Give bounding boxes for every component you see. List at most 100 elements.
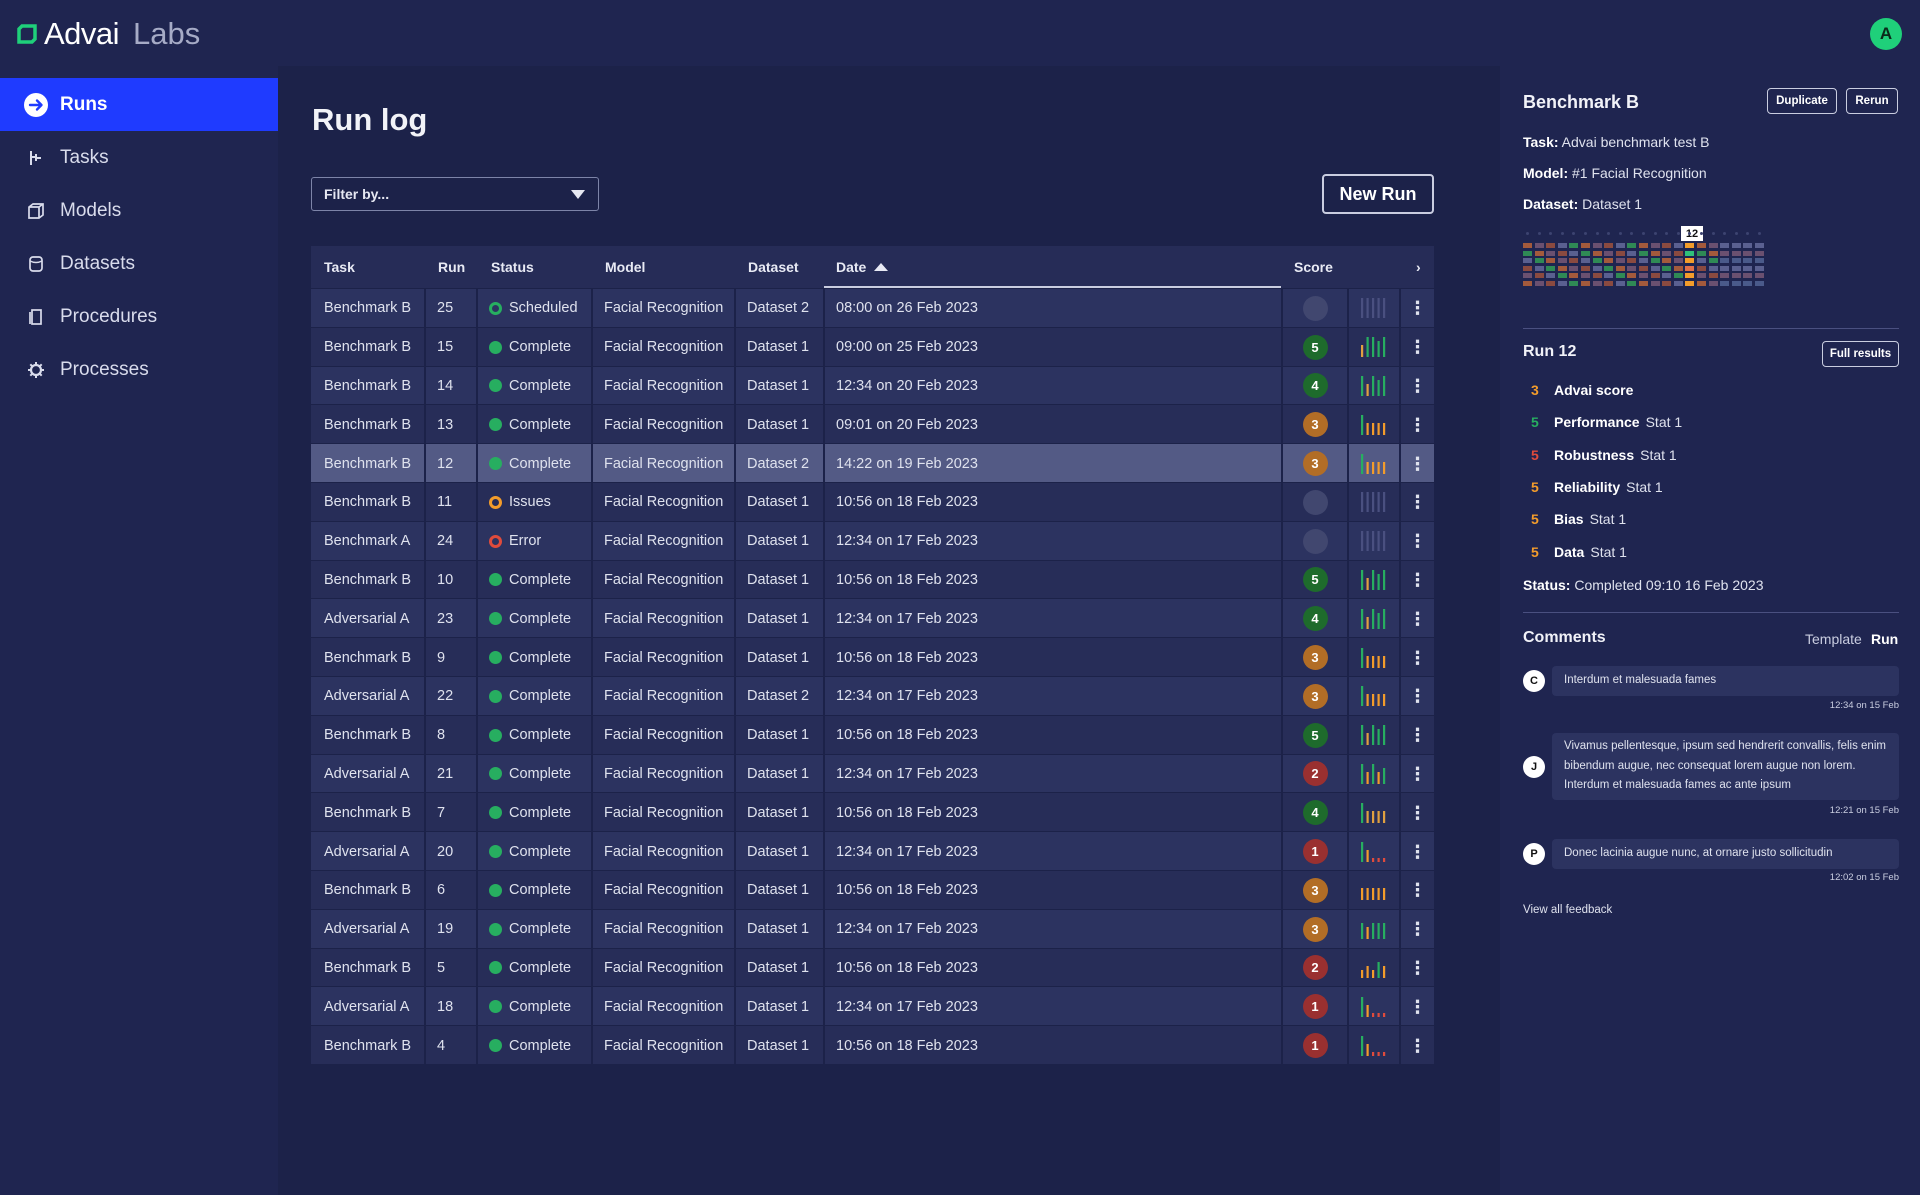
heatmap-cell[interactable]: [1720, 265, 1730, 271]
heatmap-cell[interactable]: [1743, 273, 1753, 278]
heatmap-cell[interactable]: [1685, 243, 1695, 248]
heatmap-cell[interactable]: [1662, 273, 1672, 278]
sidebar-item-procedures[interactable]: Procedures: [0, 290, 278, 343]
heatmap-cell[interactable]: [1720, 280, 1730, 286]
column-header-score[interactable]: Score: [1294, 259, 1333, 275]
heatmap-cell[interactable]: [1592, 258, 1602, 263]
heatmap-cell[interactable]: [1639, 280, 1648, 286]
heatmap-cell[interactable]: [1523, 250, 1532, 256]
heatmap-cell[interactable]: [1639, 265, 1648, 271]
table-row[interactable]: Adversarial A 18 Complete Facial Recognitio…: [311, 986, 1434, 1027]
table-row[interactable]: Benchmark B 4 Complete Facial Recognition Da…: [311, 1025, 1434, 1065]
heatmap-cell[interactable]: [1708, 265, 1718, 271]
more-options-icon[interactable]: ⋮: [1408, 298, 1427, 319]
heatmap-cell[interactable]: [1546, 280, 1556, 286]
heatmap-cell[interactable]: [1627, 243, 1637, 248]
table-row[interactable]: Benchmark B 14 Complete Facial Recognition D…: [311, 365, 1434, 406]
heatmap-cell[interactable]: [1627, 265, 1637, 271]
heatmap-cell[interactable]: [1662, 265, 1672, 271]
heatmap-cell[interactable]: [1557, 243, 1567, 248]
heatmap-cell[interactable]: [1592, 265, 1602, 271]
table-row[interactable]: Benchmark B 5 Complete Facial Recognition Da…: [311, 947, 1434, 988]
heatmap-cell[interactable]: [1720, 273, 1730, 278]
more-options-icon[interactable]: ⋮: [1408, 802, 1427, 823]
heatmap-cell[interactable]: [1592, 280, 1602, 286]
heatmap-cell[interactable]: [1581, 250, 1590, 256]
heatmap-cell[interactable]: [1720, 243, 1730, 248]
heatmap-cell[interactable]: [1615, 243, 1625, 248]
heatmap-cell[interactable]: [1731, 280, 1741, 286]
sidebar-item-models[interactable]: Models: [0, 184, 278, 237]
heatmap-cell[interactable]: [1557, 258, 1567, 263]
more-options-icon[interactable]: ⋮: [1408, 725, 1427, 746]
more-options-icon[interactable]: ⋮: [1408, 414, 1427, 435]
heatmap-cell[interactable]: [1569, 258, 1579, 263]
heatmap-cell[interactable]: [1697, 280, 1706, 286]
heatmap-cell[interactable]: [1604, 258, 1614, 263]
heatmap-cell[interactable]: [1650, 243, 1660, 248]
table-row[interactable]: Adversarial A 22 Complete Facial Recognitio…: [311, 675, 1434, 716]
column-header-dataset[interactable]: Dataset: [748, 259, 799, 275]
heatmap-cell[interactable]: [1534, 265, 1544, 271]
heatmap-cell[interactable]: [1534, 258, 1544, 263]
column-header-task[interactable]: Task: [324, 259, 355, 275]
table-row[interactable]: Adversarial A 23 Complete Facial Recognitio…: [311, 598, 1434, 639]
more-options-icon[interactable]: ⋮: [1408, 880, 1427, 901]
heatmap-cell[interactable]: [1720, 258, 1730, 263]
sidebar-item-processes[interactable]: Processes: [0, 343, 278, 396]
more-options-icon[interactable]: ⋮: [1408, 608, 1427, 629]
heatmap-cell[interactable]: [1743, 243, 1753, 248]
sidebar-item-datasets[interactable]: Datasets: [0, 237, 278, 290]
heatmap-cell[interactable]: [1743, 280, 1753, 286]
heatmap-cell[interactable]: [1592, 243, 1602, 248]
heatmap-cell[interactable]: [1697, 265, 1706, 271]
heatmap-cell[interactable]: [1731, 258, 1741, 263]
heatmap-cell[interactable]: [1673, 258, 1683, 263]
heatmap-cell[interactable]: [1755, 280, 1764, 286]
column-header-run[interactable]: Run: [438, 259, 466, 275]
more-options-icon[interactable]: ⋮: [1408, 686, 1427, 707]
rerun-button[interactable]: Rerun: [1846, 88, 1898, 114]
heatmap-cell[interactable]: [1523, 280, 1532, 286]
heatmap-cell[interactable]: [1720, 250, 1730, 256]
heatmap-cell[interactable]: [1569, 243, 1579, 248]
heatmap-cell[interactable]: [1650, 258, 1660, 263]
heatmap-cell[interactable]: [1523, 243, 1532, 248]
more-options-icon[interactable]: ⋮: [1408, 841, 1427, 862]
heatmap-cell[interactable]: [1673, 280, 1683, 286]
heatmap-cell[interactable]: [1546, 273, 1556, 278]
column-header-model[interactable]: Model: [605, 259, 646, 275]
heatmap-cell[interactable]: [1546, 265, 1556, 271]
heatmap-cell[interactable]: [1604, 273, 1614, 278]
heatmap-cell[interactable]: [1708, 280, 1718, 286]
heatmap-cell[interactable]: [1639, 258, 1648, 263]
heatmap-cell[interactable]: [1615, 280, 1625, 286]
heatmap-cell[interactable]: [1523, 258, 1532, 263]
heatmap-cell[interactable]: [1662, 243, 1672, 248]
user-avatar[interactable]: A: [1870, 18, 1902, 50]
view-all-feedback-link[interactable]: View all feedback: [1523, 904, 1613, 916]
heatmap-cell[interactable]: [1546, 250, 1556, 256]
heatmap-cell[interactable]: [1581, 273, 1590, 278]
table-row[interactable]: Benchmark B 12 Complete Facial Recognition D…: [311, 443, 1434, 483]
heatmap-cell[interactable]: [1743, 265, 1753, 271]
heatmap-cell[interactable]: [1604, 250, 1614, 256]
heatmap-cell[interactable]: [1581, 265, 1590, 271]
heatmap-cell[interactable]: [1662, 280, 1672, 286]
heatmap-cell[interactable]: [1685, 265, 1695, 271]
table-row[interactable]: Benchmark B 25 Scheduled Facial Recognition…: [311, 288, 1434, 328]
heatmap-cell[interactable]: [1569, 250, 1579, 256]
heatmap-cell[interactable]: [1697, 250, 1706, 256]
heatmap-cell[interactable]: [1731, 265, 1741, 271]
new-run-button[interactable]: New Run: [1322, 174, 1434, 214]
heatmap-cell[interactable]: [1743, 258, 1753, 263]
heatmap-cell[interactable]: [1557, 265, 1567, 271]
table-row[interactable]: Benchmark A 24 Error Facial Recognition Data…: [311, 520, 1434, 561]
expand-columns-icon[interactable]: ›: [1416, 259, 1421, 275]
table-row[interactable]: Benchmark B 15 Complete Facial Recognition D…: [311, 326, 1434, 367]
table-row[interactable]: Benchmark B 8 Complete Facial Recognition Da…: [311, 714, 1434, 755]
heatmap-cell[interactable]: [1673, 265, 1683, 271]
more-options-icon[interactable]: ⋮: [1408, 996, 1427, 1017]
heatmap-cell[interactable]: [1639, 243, 1648, 248]
heatmap-cell[interactable]: [1615, 258, 1625, 263]
